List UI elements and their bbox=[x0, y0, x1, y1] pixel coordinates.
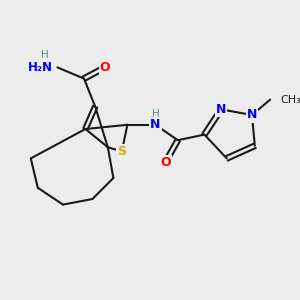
Text: N: N bbox=[216, 103, 226, 116]
Text: O: O bbox=[160, 156, 170, 169]
Text: N: N bbox=[247, 109, 257, 122]
Text: N: N bbox=[150, 118, 161, 131]
Text: O: O bbox=[100, 61, 110, 74]
Text: H: H bbox=[41, 50, 49, 60]
Text: H: H bbox=[152, 109, 159, 118]
Text: CH₃: CH₃ bbox=[280, 94, 300, 105]
Text: H₂N: H₂N bbox=[28, 61, 53, 74]
Text: S: S bbox=[117, 145, 126, 158]
